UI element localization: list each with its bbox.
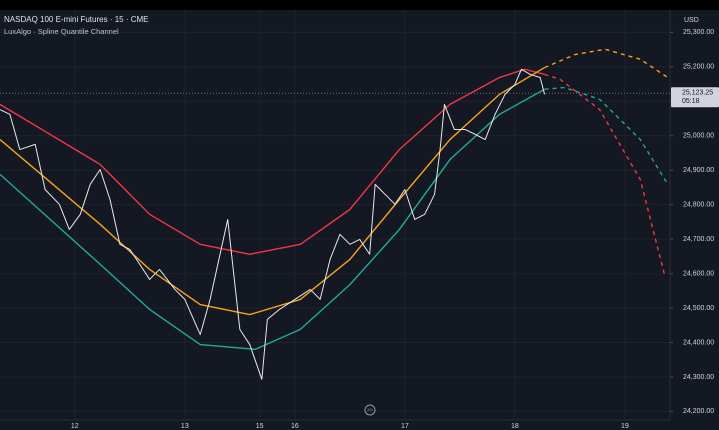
y-tick-label: 25,300.00 bbox=[683, 29, 714, 36]
y-tick-label: 24,700.00 bbox=[683, 236, 714, 243]
series-line bbox=[0, 88, 545, 351]
y-tick-label: 24,800.00 bbox=[683, 202, 714, 209]
x-tick-label: 13 bbox=[181, 423, 189, 430]
x-tick-label: 15 bbox=[256, 423, 264, 430]
projection-line bbox=[544, 86, 669, 185]
axis-unit: USD bbox=[684, 17, 699, 24]
y-tick-label: 24,200.00 bbox=[683, 408, 714, 415]
y-tick-label: 24,300.00 bbox=[683, 374, 714, 381]
background bbox=[0, 10, 719, 430]
y-tick-label: 24,900.00 bbox=[683, 167, 714, 174]
series-line bbox=[0, 68, 545, 255]
chart-title: NASDAQ 100 E-mini Futures · 15 · CME bbox=[4, 15, 148, 24]
series-line bbox=[0, 68, 546, 380]
last-price-box bbox=[671, 87, 719, 108]
y-tick-label: 25,200.00 bbox=[683, 64, 714, 71]
projection-line bbox=[544, 73, 666, 275]
x-tick-label: 19 bbox=[621, 423, 629, 430]
x-tick-label: 17 bbox=[401, 423, 409, 430]
y-tick-label: 24,400.00 bbox=[683, 339, 714, 346]
scroll-icon[interactable]: >> bbox=[367, 407, 373, 413]
x-tick-label: 12 bbox=[71, 423, 79, 430]
plot bbox=[0, 48, 669, 380]
countdown: 05:18 bbox=[682, 98, 700, 105]
grid bbox=[0, 10, 670, 420]
indicator-name: LuxAlgo · Spline Quantile Channel bbox=[4, 27, 119, 36]
x-tick-label: 18 bbox=[511, 423, 519, 430]
last-price-label: 25,123.25 bbox=[682, 90, 713, 97]
price-axis bbox=[670, 10, 719, 430]
y-tick-label: 25,000.00 bbox=[683, 133, 714, 140]
y-tick-label: 24,500.00 bbox=[683, 305, 714, 312]
scroll-button[interactable] bbox=[364, 404, 376, 416]
y-tick-label: 24,600.00 bbox=[683, 270, 714, 277]
x-tick-label: 16 bbox=[291, 423, 299, 430]
